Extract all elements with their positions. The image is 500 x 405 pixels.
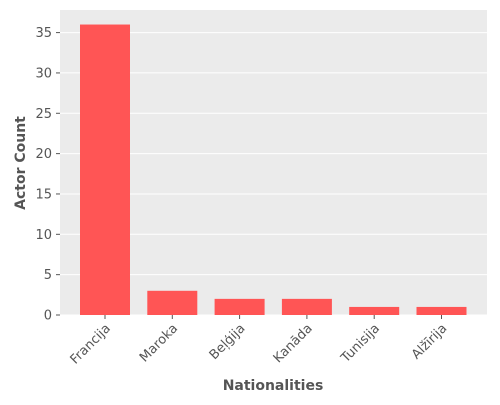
y-tick-label: 30	[35, 66, 52, 81]
x-tick-label: Alžīrija	[409, 321, 450, 362]
y-tick-label: 20	[35, 147, 52, 162]
bar-3	[281, 298, 332, 315]
y-tick-label: 25	[35, 107, 52, 122]
x-axis-ticks: Francija Maroka Beļģija Kanāda Tunisija Alžīr…	[68, 315, 450, 367]
x-tick-label: Tunisija	[338, 321, 383, 366]
bar-1	[147, 290, 198, 315]
x-axis-title: Nationalities	[223, 378, 324, 394]
y-tick-label: 10	[35, 228, 52, 243]
y-axis-ticks: 0 5 10 15 20 25 30 35	[35, 26, 60, 324]
bar-0	[80, 24, 130, 316]
y-tick-label: 35	[35, 26, 52, 41]
bars	[80, 24, 467, 316]
bar-2	[214, 298, 265, 315]
bar-5	[416, 306, 467, 315]
y-tick-label: 0	[44, 309, 52, 324]
y-axis-title: Actor Count	[13, 116, 29, 210]
x-tick-label: Maroka	[137, 321, 181, 365]
plot-background	[60, 10, 487, 315]
x-tick-label: Francija	[68, 321, 114, 367]
y-tick-label: 15	[35, 187, 52, 202]
bar-4	[349, 306, 400, 315]
x-tick-label: Beļģija	[207, 321, 249, 363]
x-tick-label: Kanāda	[271, 321, 316, 366]
y-tick-label: 5	[44, 268, 52, 283]
grid-lines	[60, 32, 487, 316]
